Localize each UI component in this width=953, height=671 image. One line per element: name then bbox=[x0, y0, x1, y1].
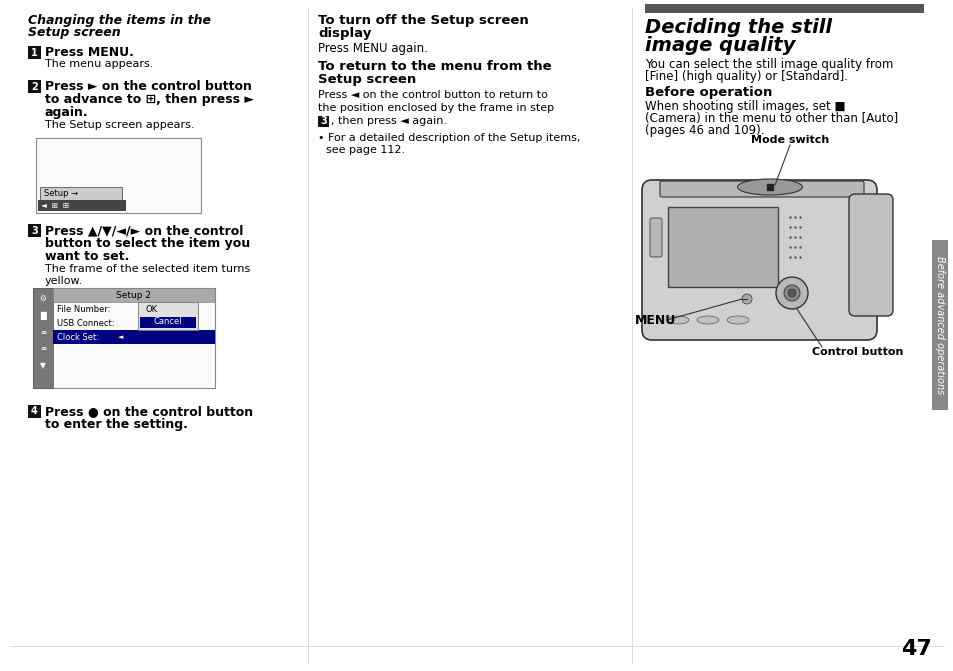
Circle shape bbox=[741, 294, 751, 304]
Circle shape bbox=[783, 285, 800, 301]
Text: , then press ◄ again.: , then press ◄ again. bbox=[331, 116, 447, 126]
Text: MENU: MENU bbox=[635, 313, 676, 327]
Text: image quality: image quality bbox=[644, 36, 795, 55]
Bar bbox=[33, 288, 53, 388]
Text: 3: 3 bbox=[320, 117, 327, 127]
FancyBboxPatch shape bbox=[649, 218, 661, 257]
Text: The Setup screen appears.: The Setup screen appears. bbox=[45, 120, 194, 130]
FancyBboxPatch shape bbox=[659, 181, 863, 197]
Bar bbox=[667, 207, 778, 287]
Text: ◄  ⊞  ⊞: ◄ ⊞ ⊞ bbox=[41, 201, 69, 211]
Text: ≡: ≡ bbox=[40, 327, 46, 336]
Ellipse shape bbox=[726, 316, 748, 324]
Text: To return to the menu from the: To return to the menu from the bbox=[317, 60, 551, 73]
FancyBboxPatch shape bbox=[848, 194, 892, 316]
Text: display: display bbox=[317, 27, 371, 40]
Text: Setup screen: Setup screen bbox=[317, 73, 416, 86]
Bar bbox=[28, 46, 41, 59]
Text: 47: 47 bbox=[901, 639, 931, 659]
Text: (pages 46 and 109).: (pages 46 and 109). bbox=[644, 124, 763, 137]
Text: to enter the setting.: to enter the setting. bbox=[45, 418, 188, 431]
Text: again.: again. bbox=[45, 106, 89, 119]
Text: ⚙: ⚙ bbox=[39, 293, 47, 303]
Text: Control button: Control button bbox=[811, 347, 902, 357]
Bar bbox=[140, 317, 195, 328]
Text: The frame of the selected item turns: The frame of the selected item turns bbox=[45, 264, 250, 274]
Text: the position enclosed by the frame in step: the position enclosed by the frame in st… bbox=[317, 103, 554, 113]
FancyBboxPatch shape bbox=[641, 180, 876, 340]
Text: Clock Set:: Clock Set: bbox=[57, 333, 99, 342]
Ellipse shape bbox=[697, 316, 719, 324]
Text: ▼: ▼ bbox=[40, 362, 46, 370]
Text: • For a detailed description of the Setup items,: • For a detailed description of the Setu… bbox=[317, 133, 579, 143]
Text: USB Connect:: USB Connect: bbox=[57, 319, 114, 327]
Circle shape bbox=[775, 277, 807, 309]
Text: 4: 4 bbox=[31, 407, 38, 417]
Text: ≡: ≡ bbox=[40, 344, 46, 354]
Bar bbox=[138, 302, 198, 330]
Text: Setup 2: Setup 2 bbox=[116, 291, 152, 299]
Bar bbox=[644, 4, 923, 13]
Text: Before advanced operations: Before advanced operations bbox=[934, 256, 944, 394]
Text: Deciding the still: Deciding the still bbox=[644, 18, 831, 37]
Bar bbox=[28, 405, 41, 418]
Ellipse shape bbox=[666, 316, 688, 324]
Bar bbox=[36, 138, 201, 213]
Text: OK: OK bbox=[146, 305, 158, 315]
Text: Setup screen: Setup screen bbox=[28, 26, 120, 39]
Bar bbox=[33, 288, 214, 388]
Bar bbox=[317, 116, 329, 127]
Text: █: █ bbox=[40, 311, 46, 319]
Text: Press ◄ on the control button to return to: Press ◄ on the control button to return … bbox=[317, 90, 547, 100]
Text: File Number:: File Number: bbox=[57, 305, 111, 313]
Bar bbox=[40, 187, 122, 200]
Text: The menu appears.: The menu appears. bbox=[45, 59, 153, 69]
Bar bbox=[38, 200, 126, 211]
Text: yellow.: yellow. bbox=[45, 276, 83, 286]
Text: Before operation: Before operation bbox=[644, 86, 772, 99]
Text: Setup →: Setup → bbox=[44, 189, 78, 197]
Text: Press ● on the control button: Press ● on the control button bbox=[45, 405, 253, 418]
Text: want to set.: want to set. bbox=[45, 250, 130, 263]
Text: (Camera) in the menu to other than [Auto]: (Camera) in the menu to other than [Auto… bbox=[644, 112, 898, 125]
Text: Mode switch: Mode switch bbox=[750, 135, 828, 145]
Text: Press ► on the control button: Press ► on the control button bbox=[45, 80, 252, 93]
Text: 2: 2 bbox=[31, 81, 38, 91]
Text: see page 112.: see page 112. bbox=[326, 145, 405, 155]
Text: Press MENU.: Press MENU. bbox=[45, 46, 133, 59]
Text: Changing the items in the: Changing the items in the bbox=[28, 14, 211, 27]
Text: 1: 1 bbox=[31, 48, 38, 58]
Text: When shooting still images, set ■: When shooting still images, set ■ bbox=[644, 100, 844, 113]
Text: Press MENU again.: Press MENU again. bbox=[317, 42, 428, 55]
Bar bbox=[28, 80, 41, 93]
Text: 3: 3 bbox=[31, 225, 38, 236]
Text: to advance to ⊞, then press ►: to advance to ⊞, then press ► bbox=[45, 93, 253, 106]
Text: You can select the still image quality from: You can select the still image quality f… bbox=[644, 58, 892, 71]
Text: [Fine] (high quality) or [Standard].: [Fine] (high quality) or [Standard]. bbox=[644, 70, 847, 83]
Bar bbox=[28, 224, 41, 237]
Text: ◄: ◄ bbox=[118, 334, 123, 340]
Text: button to select the item you: button to select the item you bbox=[45, 237, 250, 250]
Bar bbox=[931, 240, 947, 410]
Circle shape bbox=[787, 289, 795, 297]
Text: To turn off the Setup screen: To turn off the Setup screen bbox=[317, 14, 528, 27]
Text: Press ▲/▼/◄/► on the control: Press ▲/▼/◄/► on the control bbox=[45, 224, 243, 237]
Bar bbox=[53, 288, 214, 302]
Bar bbox=[53, 330, 214, 344]
Text: Cancel: Cancel bbox=[153, 317, 182, 327]
Ellipse shape bbox=[737, 179, 801, 195]
